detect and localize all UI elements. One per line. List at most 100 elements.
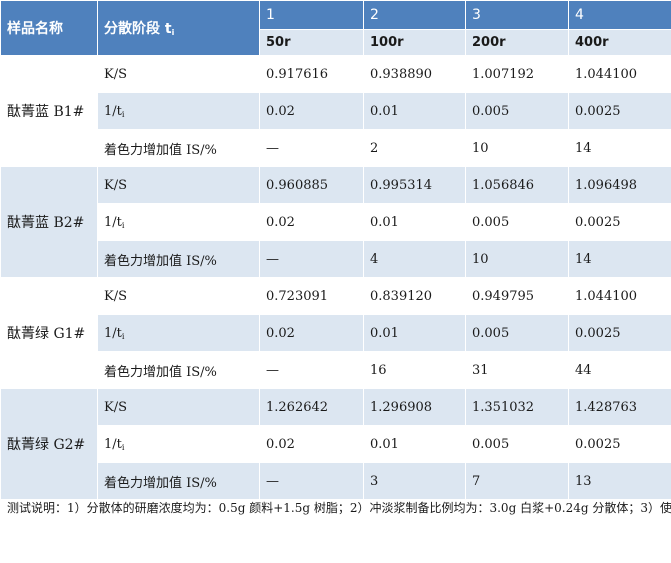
table-row: 着色力增加值 IS/% —2 10 14 [1,129,671,167]
metric-label: K/S [97,55,260,93]
metric-label-text: 1/t [104,325,122,341]
table-row: 着色力增加值 IS/% —16 31 44 [1,351,671,389]
table-row: 酞菁蓝 B2# K/S 0.960885 0.995314 1.056846 1.0964… [0,166,671,278]
sample-name: 酞菁绿 G1# [0,277,98,389]
metric-label-text: 着色力增加值 IS/% [104,142,217,158]
results-table: 样品名称 分散阶段 ti 1 2 3 4 50r 100r 200r 400r … [0,0,671,518]
table-cell: 14 [568,240,671,278]
table-cell: 1.296908 [363,388,466,426]
stage-number: 2 [363,0,466,30]
sample-rows: 酞菁蓝 B1# K/S 0.917616 0.938890 1.007192 1.0441… [0,55,671,500]
table-cell: 0.0025 [568,203,671,241]
table-cell: 10 [465,129,569,167]
metric-label: K/S [97,388,260,426]
table-row: 1/ti 0.02 0.01 0.005 0.0025 [1,203,671,241]
table-cell: — [259,462,364,500]
table-cell: 16 [363,351,466,389]
table-cell: 0.995314 [363,166,466,204]
table-cell: 1.056846 [465,166,569,204]
table-row: 1/ti 0.02 0.01 0.005 0.0025 [1,425,671,463]
table-cell: 0.917616 [259,55,364,93]
metric-label-text: 着色力增加值 IS/% [104,475,217,491]
table-row: 酞菁绿 G1# K/S 0.723091 0.839120 0.949795 1.0441… [0,277,671,389]
table-cell: 1.428763 [568,388,671,426]
metric-label-sub: i [121,331,125,341]
sample-name: 酞菁蓝 B1# [0,55,98,167]
stage-speed: 100r [363,29,466,56]
table-row: 1/ti 0.02 0.01 0.005 0.0025 [1,314,671,352]
metric-label: 1/ti [97,314,260,352]
stage-number: 3 [465,0,569,30]
table-cell: 0.960885 [259,166,364,204]
table-cell: 0.839120 [363,277,466,315]
table-row: 着色力增加值 IS/% —3 7 13 [1,462,671,500]
table-cell: 1.351032 [465,388,569,426]
table-cell: 0.938890 [363,55,466,93]
sample-name-header: 样品名称 [0,0,98,56]
stage-speed: 400r [568,29,671,56]
metric-label-text: 着色力增加值 IS/% [104,364,217,380]
metric-label: 1/ti [97,92,260,130]
table-cell: — [259,351,364,389]
table-cell: 0.005 [465,92,569,130]
metric-label-sub: i [121,109,125,119]
stage-number: 4 [568,0,671,30]
table-cell: 1.044100 [568,277,671,315]
metric-label: 1/ti [97,203,260,241]
table-row: 酞菁绿 G2# K/S 1.262642 1.296908 1.351032 1.4287… [0,388,671,500]
metric-label: 着色力增加值 IS/% [97,240,260,278]
table-cell: 0.02 [259,314,364,352]
table-cell: 31 [465,351,569,389]
metric-label-text: 1/t [104,436,122,452]
test-note: 测试说明：1）分散体的研磨浓度均为：0.5g 颜料+1.5g 树脂；2）冲淡浆制… [0,499,671,518]
table-cell: 1.262642 [259,388,364,426]
metric-label-text: 1/t [104,103,122,119]
stage-speed: 50r [259,29,364,56]
table-cell: 7 [465,462,569,500]
table-cell: 1.044100 [568,55,671,93]
stage-number: 1 [259,0,364,30]
sample-name: 酞菁蓝 B2# [0,166,98,278]
table-cell: 0.005 [465,203,569,241]
table-cell: — [259,240,364,278]
table-cell: 0.0025 [568,92,671,130]
table-cell: 1.096498 [568,166,671,204]
metric-label-sub: i [121,220,125,230]
table-row: 1/ti 0.02 0.01 0.005 0.0025 [1,92,671,130]
metric-label-sub: i [121,442,125,452]
stage-header-sub: i [171,28,175,37]
table-cell: 0.0025 [568,314,671,352]
table-cell: 0.005 [465,314,569,352]
table-cell: 13 [568,462,671,500]
table-cell: — [259,129,364,167]
table-cell: 0.01 [363,92,466,130]
table-cell: 0.723091 [259,277,364,315]
metric-label-text: K/S [104,66,127,82]
metric-label: K/S [97,277,260,315]
table-cell: 0.01 [363,203,466,241]
table-row: 酞菁蓝 B1# K/S 0.917616 0.938890 1.007192 1.0441… [0,55,671,167]
table-cell: 44 [568,351,671,389]
metric-label: 着色力增加值 IS/% [97,462,260,500]
table-cell: 0.02 [259,203,364,241]
table-cell: 10 [465,240,569,278]
table-cell: 0.005 [465,425,569,463]
stage-header-label: 分散阶段 t [104,21,172,37]
table-cell: 0.01 [363,314,466,352]
table-row: 着色力增加值 IS/% —4 10 14 [1,240,671,278]
table-cell: 3 [363,462,466,500]
sample-name: 酞菁绿 G2# [0,388,98,500]
table-cell: 0.0025 [568,425,671,463]
metric-label-text: 1/t [104,214,122,230]
table-cell: 1.007192 [465,55,569,93]
metric-label: 着色力增加值 IS/% [97,129,260,167]
metric-label-text: K/S [104,399,127,415]
stage-speed: 200r [465,29,569,56]
metric-label-text: 着色力增加值 IS/% [104,253,217,269]
metric-label-text: K/S [104,288,127,304]
table-cell: 2 [363,129,466,167]
stage-header: 分散阶段 ti [97,0,260,56]
table-cell: 0.949795 [465,277,569,315]
table-cell: 0.01 [363,425,466,463]
metric-label: 着色力增加值 IS/% [97,351,260,389]
